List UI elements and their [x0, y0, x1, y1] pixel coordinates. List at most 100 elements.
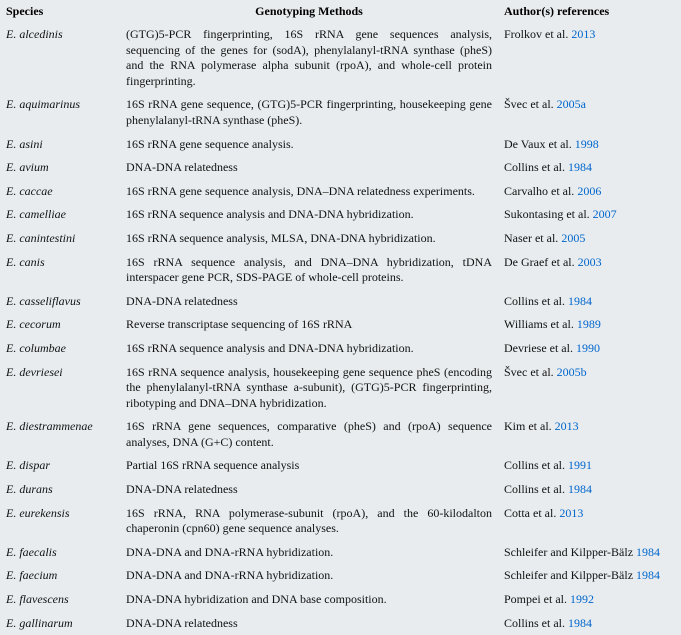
- species-cell: E. asini: [0, 133, 120, 157]
- species-cell: E. avium: [0, 156, 120, 180]
- reference-year-link[interactable]: 1990: [576, 341, 600, 355]
- author-name: Collins et al.: [504, 458, 565, 472]
- authors-cell: Cotta et al. 2013: [498, 502, 681, 541]
- species-cell: E. casseliflavus: [0, 290, 120, 314]
- methods-cell: DNA-DNA relatedness: [120, 290, 498, 314]
- reference-year-link[interactable]: 2005a: [557, 97, 586, 111]
- table-row: E. disparPartial 16S rRNA sequence analy…: [0, 454, 681, 478]
- reference-year-link[interactable]: 1984: [636, 545, 660, 559]
- author-name: Schleifer and Kilpper-Bälz: [504, 545, 633, 559]
- reference-year-link[interactable]: 1984: [568, 294, 592, 308]
- species-cell: E. caccae: [0, 180, 120, 204]
- authors-cell: Collins et al. 1991: [498, 454, 681, 478]
- reference-year-link[interactable]: 1998: [575, 137, 599, 151]
- author-name: De Vaux et al.: [504, 137, 572, 151]
- species-cell: E. canis: [0, 251, 120, 290]
- species-cell: E. flavescens: [0, 588, 120, 612]
- methods-cell: DNA-DNA relatedness: [120, 156, 498, 180]
- author-name: Schleifer and Kilpper-Bälz: [504, 568, 633, 582]
- methods-cell: 16S rRNA gene sequence analysis.: [120, 133, 498, 157]
- table-row: E. faeciumDNA-DNA and DNA-rRNA hybridiza…: [0, 564, 681, 588]
- reference-year-link[interactable]: 1984: [636, 568, 660, 582]
- reference-year-link[interactable]: 2007: [593, 207, 617, 221]
- methods-cell: DNA-DNA relatedness: [120, 478, 498, 502]
- reference-year-link[interactable]: 2013: [559, 506, 583, 520]
- species-cell: E. canintestini: [0, 227, 120, 251]
- authors-cell: Williams et al. 1989: [498, 313, 681, 337]
- authors-cell: De Graef et al. 2003: [498, 251, 681, 290]
- authors-cell: Frolkov et al. 2013: [498, 23, 681, 93]
- methods-cell: (GTG)5-PCR fingerprinting, 16S rRNA gene…: [120, 23, 498, 93]
- table-body: E. alcedinis(GTG)5-PCR fingerprinting, 1…: [0, 23, 681, 635]
- table-header: Species Genotyping Methods Author(s) ref…: [0, 0, 681, 23]
- genotyping-table: Species Genotyping Methods Author(s) ref…: [0, 0, 681, 635]
- reference-year-link[interactable]: 2006: [577, 184, 601, 198]
- methods-cell: Partial 16S rRNA sequence analysis: [120, 454, 498, 478]
- table-row: E. eurekensis16S rRNA, RNA polymerase-su…: [0, 502, 681, 541]
- species-cell: E. camelliae: [0, 203, 120, 227]
- species-cell: E. faecium: [0, 564, 120, 588]
- reference-year-link[interactable]: 1984: [568, 616, 592, 630]
- table-row: E. canis16S rRNA sequence analysis, and …: [0, 251, 681, 290]
- table-row: E. aquimarinus16S rRNA gene sequence, (G…: [0, 93, 681, 132]
- species-cell: E. gallinarum: [0, 612, 120, 635]
- species-cell: E. faecalis: [0, 541, 120, 565]
- authors-cell: De Vaux et al. 1998: [498, 133, 681, 157]
- authors-cell: Švec et al. 2005a: [498, 93, 681, 132]
- author-name: De Graef et al.: [504, 255, 575, 269]
- reference-year-link[interactable]: 2005b: [557, 365, 587, 379]
- reference-year-link[interactable]: 1989: [577, 317, 601, 331]
- species-cell: E. durans: [0, 478, 120, 502]
- authors-cell: Kim et al. 2013: [498, 415, 681, 454]
- species-cell: E. alcedinis: [0, 23, 120, 93]
- header-species: Species: [0, 0, 120, 23]
- reference-year-link[interactable]: 1992: [570, 592, 594, 606]
- reference-year-link[interactable]: 2013: [571, 27, 595, 41]
- table-row: E. caccae16S rRNA gene sequence analysis…: [0, 180, 681, 204]
- authors-cell: Švec et al. 2005b: [498, 361, 681, 416]
- methods-cell: 16S rRNA sequence analysis, and DNA–DNA …: [120, 251, 498, 290]
- methods-cell: 16S rRNA gene sequence, (GTG)5-PCR finge…: [120, 93, 498, 132]
- authors-cell: Pompei et al. 1992: [498, 588, 681, 612]
- reference-year-link[interactable]: 1984: [568, 160, 592, 174]
- author-name: Pompei et al.: [504, 592, 567, 606]
- authors-cell: Collins et al. 1984: [498, 612, 681, 635]
- table-row: E. casseliflavusDNA-DNA relatednessColli…: [0, 290, 681, 314]
- authors-cell: Collins et al. 1984: [498, 478, 681, 502]
- table-row: E. columbae16S rRNA sequence analysis an…: [0, 337, 681, 361]
- author-name: Kim et al.: [504, 419, 552, 433]
- table-row: E. flavescensDNA-DNA hybridization and D…: [0, 588, 681, 612]
- methods-cell: 16S rRNA gene sequences, comparative (ph…: [120, 415, 498, 454]
- species-cell: E. cecorum: [0, 313, 120, 337]
- reference-year-link[interactable]: 2013: [555, 419, 579, 433]
- species-cell: E. columbae: [0, 337, 120, 361]
- table-row: E. duransDNA-DNA relatednessCollins et a…: [0, 478, 681, 502]
- species-cell: E. diestrammenae: [0, 415, 120, 454]
- author-name: Carvalho et al.: [504, 184, 574, 198]
- authors-cell: Naser et al. 2005: [498, 227, 681, 251]
- table-row: E. alcedinis(GTG)5-PCR fingerprinting, 1…: [0, 23, 681, 93]
- reference-year-link[interactable]: 2003: [578, 255, 602, 269]
- table-row: E. asini16S rRNA gene sequence analysis.…: [0, 133, 681, 157]
- authors-cell: Schleifer and Kilpper-Bälz 1984: [498, 541, 681, 565]
- reference-year-link[interactable]: 1984: [568, 482, 592, 496]
- author-name: Naser et al.: [504, 231, 558, 245]
- methods-cell: 16S rRNA, RNA polymerase-subunit (rpoA),…: [120, 502, 498, 541]
- reference-year-link[interactable]: 1991: [568, 458, 592, 472]
- table-row: E. camelliae16S rRNA sequence analysis a…: [0, 203, 681, 227]
- header-authors: Author(s) references: [498, 0, 681, 23]
- author-name: Švec et al.: [504, 365, 554, 379]
- methods-cell: Reverse transcriptase sequencing of 16S …: [120, 313, 498, 337]
- table-row: E. diestrammenae16S rRNA gene sequences,…: [0, 415, 681, 454]
- author-name: Frolkov et al.: [504, 27, 568, 41]
- reference-year-link[interactable]: 2005: [561, 231, 585, 245]
- authors-cell: Schleifer and Kilpper-Bälz 1984: [498, 564, 681, 588]
- author-name: Williams et al.: [504, 317, 574, 331]
- author-name: Devriese et al.: [504, 341, 573, 355]
- table-row: E. faecalisDNA-DNA and DNA-rRNA hybridiz…: [0, 541, 681, 565]
- table-row: E. gallinarumDNA-DNA relatednessCollins …: [0, 612, 681, 635]
- methods-cell: DNA-DNA and DNA-rRNA hybridization.: [120, 564, 498, 588]
- author-name: Collins et al.: [504, 160, 565, 174]
- methods-cell: 16S rRNA sequence analysis and DNA-DNA h…: [120, 203, 498, 227]
- methods-cell: 16S rRNA sequence analysis, MLSA, DNA-DN…: [120, 227, 498, 251]
